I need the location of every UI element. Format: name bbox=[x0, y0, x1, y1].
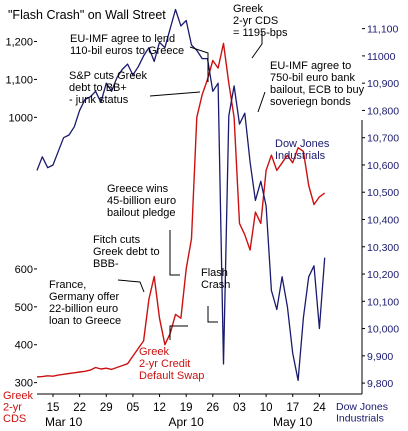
right-tick-label: 10,000 bbox=[367, 324, 399, 336]
annotation-greek_cds_label-line-3: Default Swap bbox=[139, 370, 204, 382]
chart-title: "Flash Crash" on Wall Street bbox=[8, 8, 166, 22]
right-tick-label: 10,300 bbox=[367, 242, 399, 254]
annotation-france_germany-line-3: 22-billion euro bbox=[49, 303, 118, 315]
leader-line bbox=[251, 32, 263, 59]
left-tick-label: 1,200 bbox=[5, 37, 33, 49]
right-tick-label: 10,600 bbox=[367, 160, 399, 172]
annotation-greek_cds_5y-line-3: = 1195-bps bbox=[233, 27, 288, 39]
left-tick-label: 600 bbox=[15, 264, 33, 276]
x-tick-label: 26 bbox=[206, 402, 219, 414]
x-tick-label: 24 bbox=[313, 402, 326, 414]
x-tick-label: 22 bbox=[73, 402, 86, 414]
annotation-greece_wins-line-3: bailout pledge bbox=[107, 207, 176, 219]
right-tick-label: 10,100 bbox=[367, 296, 399, 308]
left-axis-title-line-1: Greek bbox=[3, 390, 33, 402]
leader-line bbox=[189, 46, 209, 82]
right-tick-label: 11000 bbox=[367, 51, 396, 63]
annotation-sp_cuts-line-1: S&P cuts Greek bbox=[69, 70, 148, 82]
annotation-flash_crash-line-1: Flash bbox=[201, 267, 228, 279]
right-tick-label: 9,900 bbox=[367, 351, 393, 363]
dow-line bbox=[36, 8, 326, 382]
x-month-label: Apr 10 bbox=[169, 415, 205, 429]
annotation-eu_imf_750-line-1: EU-IMF agree to bbox=[270, 60, 351, 72]
left-tick-label: 1000 bbox=[9, 112, 33, 124]
greek_cds-line bbox=[36, 42, 326, 378]
leader-line bbox=[149, 91, 201, 97]
left-tick-label: 300 bbox=[15, 378, 33, 390]
leader-line bbox=[257, 91, 266, 113]
leader-line bbox=[169, 325, 188, 340]
x-month-label: May 10 bbox=[273, 415, 313, 429]
left-tick-label: 400 bbox=[15, 340, 33, 352]
right-tick-label: 10,500 bbox=[367, 187, 399, 199]
annotation-fitch_cuts-line-1: Fitch cuts bbox=[93, 234, 141, 246]
annotation-fitch_cuts-line-3: BBB- bbox=[93, 258, 119, 270]
annotation-eu_imf_lend-line-1: EU-IMF agree to lend bbox=[70, 33, 175, 45]
x-month-label: Mar 10 bbox=[45, 415, 83, 429]
x-tick-label: 10 bbox=[260, 402, 273, 414]
annotation-greek_cds_label-line-2: 2-yr Credit bbox=[139, 358, 190, 370]
right-axis-title-line-2: Industrials bbox=[336, 413, 384, 425]
annotation-greece_wins-line-1: Greece wins bbox=[107, 183, 169, 195]
x-tick-label: 05 bbox=[127, 402, 140, 414]
left-axis-title-line-2: 2-yr bbox=[3, 402, 22, 414]
annotation-fitch_cuts-line-2: Greek debt to bbox=[93, 246, 160, 258]
right-tick-label: 9,800 bbox=[367, 378, 393, 390]
annotation-dow_label-line-2: Industrials bbox=[275, 150, 326, 162]
annotation-eu_imf_750-line-2: 750-bil euro bank bbox=[270, 72, 356, 84]
annotation-eu_imf_750-line-3: bailout, ECB to buy bbox=[270, 84, 365, 96]
x-tick-label: 03 bbox=[233, 402, 246, 414]
annotation-france_germany-line-1: France, bbox=[49, 279, 86, 291]
right-tick-label: 10,700 bbox=[367, 133, 399, 145]
left-axis-title-line-3: CDS bbox=[3, 413, 26, 425]
left-tick-label: 1,100 bbox=[5, 74, 33, 86]
annotation-france_germany-line-4: loan to Greece bbox=[49, 315, 121, 327]
annotation-sp_cuts-line-2: debt to BB+ bbox=[69, 82, 127, 94]
x-tick-label: 15 bbox=[47, 402, 60, 414]
x-tick-label: 19 bbox=[180, 402, 193, 414]
annotation-greek_cds_5y-line-1: Greek bbox=[233, 3, 263, 15]
annotation-greek_cds_label-line-1: Greek bbox=[139, 346, 169, 358]
left-tick-label: 500 bbox=[15, 302, 33, 314]
annotation-greece_wins-line-2: 45-billion euro bbox=[107, 195, 176, 207]
annotation-sp_cuts-line-3: - junk status bbox=[69, 94, 129, 106]
annotation-greek_cds_5y-line-2: 2-yr CDS bbox=[233, 15, 278, 27]
right-tick-label: 10,400 bbox=[367, 214, 399, 226]
annotation-dow_label-line-1: Dow Jones bbox=[275, 138, 330, 150]
x-tick-label: 12 bbox=[153, 402, 166, 414]
x-tick-label: 17 bbox=[286, 402, 299, 414]
right-tick-label: 10,900 bbox=[367, 78, 399, 90]
right-axis-title-line-1: Dow Jones bbox=[336, 401, 388, 413]
right-tick-label: 10,800 bbox=[367, 105, 399, 117]
leader-line bbox=[207, 306, 218, 323]
right-tick-label: 11,100 bbox=[367, 24, 398, 36]
right-tick-label: 10,200 bbox=[367, 269, 399, 281]
leader-line bbox=[169, 230, 180, 276]
leader-line bbox=[117, 279, 145, 293]
x-tick-label: 29 bbox=[100, 402, 113, 414]
annotation-eu_imf_750-line-4: soveriegn bonds bbox=[270, 96, 351, 108]
annotation-eu_imf_lend-line-2: 110-bil euros to Greece bbox=[70, 45, 184, 57]
annotation-flash_crash-line-2: Crash bbox=[201, 279, 230, 291]
annotation-france_germany-line-2: Germany offer bbox=[49, 291, 119, 303]
